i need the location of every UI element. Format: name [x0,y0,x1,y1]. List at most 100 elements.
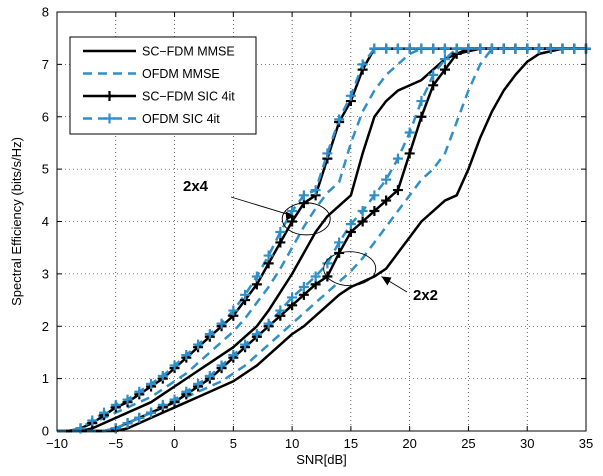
series-marker-plus [110,399,121,410]
series-line-2x2 [57,47,586,433]
y-tick-label: 0 [42,424,49,439]
series-marker-plus [240,289,251,300]
series-marker-plus [357,206,368,217]
series-marker-plus [275,237,286,248]
series-marker-plus [228,305,239,316]
series-marker-plus [439,43,450,54]
series-marker-plus [310,271,321,282]
series-marker-plus [263,250,274,261]
series-marker-plus [451,43,462,54]
legend-label: OFDM SIC 4it [142,112,220,126]
axis-ticks: −10 −5 0 5 10 15 20 25 30 35 0 1 2 3 4 5 6 7 8 [42,5,593,452]
series-marker-plus [416,111,427,122]
series-marker-plus [428,69,439,80]
legend-label: OFDM MMSE [142,67,220,81]
annotation-label: 2x2 [413,287,438,304]
series-marker-plus [369,206,380,217]
series-marker-plus [228,350,239,361]
annotation-arrow [230,196,295,217]
y-tick-label: 7 [42,57,49,72]
series-marker-plus [392,153,403,164]
x-tick-label: 30 [520,436,534,451]
x-tick-label: 0 [171,436,178,451]
x-tick-label: 10 [285,436,299,451]
legend-marker [104,113,115,124]
series-marker-plus [181,350,192,361]
series-marker-plus [381,195,392,206]
series-marker-plus [557,43,568,54]
series-marker-plus [157,399,168,410]
y-tick-label: 2 [42,319,49,334]
series-marker-plus [169,394,180,405]
series-marker-plus [334,237,345,248]
series-marker-plus [357,59,368,70]
series-marker-plus [275,226,286,237]
series-marker-plus [240,339,251,350]
series-marker-plus [193,339,204,350]
series-marker-plus [322,148,333,159]
series-marker-plus [298,281,309,292]
series-marker-plus [146,378,157,389]
x-tick-label: 25 [461,436,475,451]
series-marker-plus [146,407,157,418]
series-marker-plus [99,407,110,418]
series-marker-plus [439,64,450,75]
series-marker-plus [181,386,192,397]
series-marker-plus [345,219,356,230]
annotations: 2x4 2x2 [183,178,438,304]
series-line-2x2 [57,47,586,433]
series-marker-plus [416,96,427,107]
annotation-arrowhead [285,211,295,221]
y-tick-label: 8 [42,5,49,20]
series-marker-plus [298,190,309,201]
series-marker-plus [404,127,415,138]
series-marker-plus [428,43,439,54]
series-marker-plus [193,378,204,389]
series-marker-plus [251,329,262,340]
annotation-arrowhead [381,276,392,286]
series-marker-plus [216,360,227,371]
series-marker-plus [369,190,380,201]
series-marker-plus [204,329,215,340]
series-marker-plus [169,360,180,371]
series-marker-plus [498,43,509,54]
series-marker-plus [287,292,298,303]
x-tick-label: 15 [344,436,358,451]
y-tick-label: 4 [42,214,49,229]
y-tick-label: 6 [42,109,49,124]
series-marker-plus [545,43,556,54]
annotation-ellipse [281,202,331,236]
series-marker-plus [369,43,380,54]
series-marker-plus [275,305,286,316]
series-marker-plus [357,216,368,227]
x-tick-label: −5 [108,436,123,451]
series-marker-plus [392,43,403,54]
x-axis-label: SNR[dB] [296,452,347,467]
series-markers [75,43,591,434]
series-line-2x4 [57,47,586,433]
x-tick-label: 20 [402,436,416,451]
x-tick-label: 5 [230,436,237,451]
series-marker-plus [251,271,262,282]
series-marker-plus [122,418,133,429]
y-axis-label: Spectral Efficiency (bits/s/Hz) [9,137,24,306]
series-marker-plus [310,185,321,196]
series-marker-plus [404,43,415,54]
series-marker-plus [439,54,450,65]
series-marker-plus [334,114,345,125]
y-tick-label: 5 [42,162,49,177]
series-marker-plus [381,43,392,54]
series-marker-plus [533,43,544,54]
annotation-label: 2x4 [183,178,209,195]
y-tick-label: 3 [42,266,49,281]
series-marker-plus [134,386,145,397]
series-marker-plus [428,80,439,91]
series-marker-plus [522,43,533,54]
series-marker-plus [122,394,133,405]
series-marker-plus [404,148,415,159]
series-marker-plus [204,371,215,382]
series-marker-plus [392,185,403,196]
annotation-ellipse [323,251,377,287]
series-marker-plus [157,371,168,382]
